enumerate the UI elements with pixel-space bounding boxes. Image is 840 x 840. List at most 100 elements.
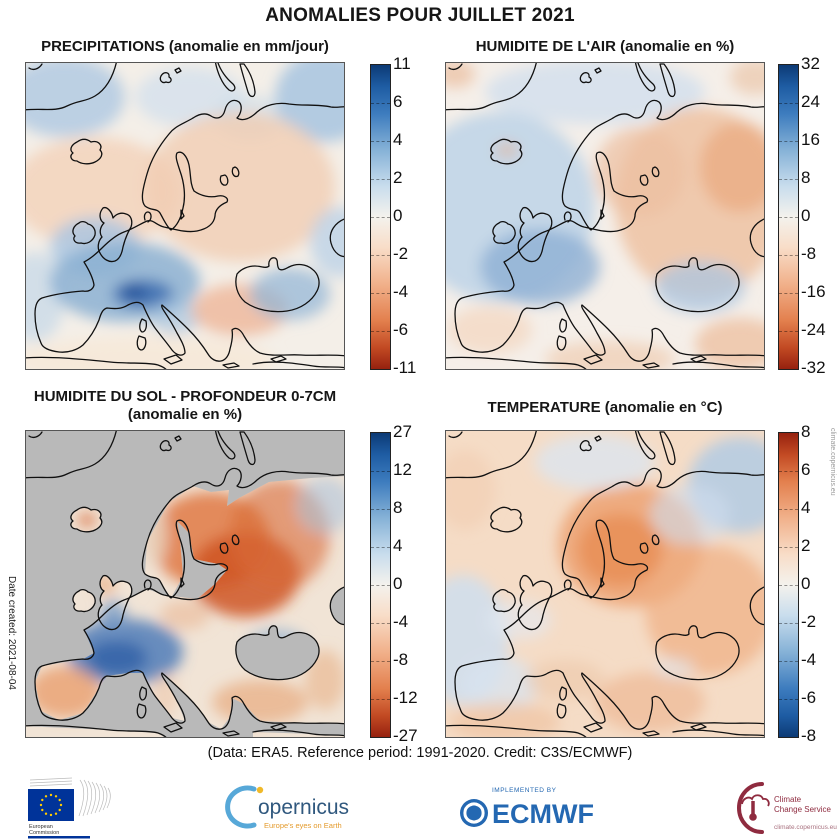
tick-label: -2: [393, 244, 409, 263]
colorbar-tick-line: [779, 331, 798, 332]
caspian-sea-mask: [330, 586, 345, 625]
tick-label: -27: [393, 726, 418, 745]
copernicus-satellite-dot-icon: [256, 786, 264, 794]
tick-label: 8: [801, 168, 811, 187]
tick-label: 12: [393, 460, 412, 479]
colorbar-tick-line: [779, 293, 798, 294]
tick-label: 8: [801, 422, 811, 441]
colorbar-tick-line: [371, 255, 390, 256]
date-created-label: Date created: 2021-08-04: [6, 576, 17, 690]
tick-label: -8: [801, 244, 817, 263]
colorbar-tick-line: [779, 547, 798, 548]
tick-label: -8: [393, 650, 409, 669]
tick-label: 24: [801, 92, 820, 111]
tick-label: -16: [801, 282, 826, 301]
tick-label: 2: [801, 536, 811, 555]
tick-label: 2: [393, 168, 403, 187]
tick-label: 4: [801, 498, 811, 517]
map-border: [25, 62, 345, 370]
map-border: [445, 430, 765, 738]
ecmwf-implemented-by: IMPLEMENTED BY: [492, 787, 557, 794]
copernicus-logo: opernicus Europe's eyes on Earth: [225, 785, 349, 830]
tick-label: 0: [801, 574, 811, 593]
map-temperature: [445, 430, 765, 738]
map-air-humidity: [445, 62, 765, 370]
colorbar-soil-moisture: [370, 432, 391, 738]
eu-logo-text-line2: Commission: [29, 830, 59, 836]
colorbar-tick-line: [779, 141, 798, 142]
colorbar-tick-line: [371, 547, 390, 548]
tick-label: 0: [801, 206, 811, 225]
tick-label: -4: [393, 282, 409, 301]
tick-label: -6: [801, 688, 817, 707]
colorbar-tick-line: [371, 293, 390, 294]
c3s-thermometer-bulb-icon: [749, 813, 757, 821]
c3s-text-line2: Change Service: [774, 805, 831, 814]
tick-label: -2: [801, 612, 817, 631]
colorbar-tick-line: [371, 623, 390, 624]
colorbar-precipitation: [370, 64, 391, 370]
panel-title-soil-moisture-line1: HUMIDITE DU SOL - PROFONDEUR 0-7CM: [33, 388, 337, 405]
colorbar-tick-line: [779, 217, 798, 218]
tick-label: 0: [393, 206, 403, 225]
tick-label: 11: [393, 54, 411, 73]
panel-title-precipitation: PRECIPITATIONS (anomalie en mm/jour): [41, 38, 329, 55]
colorbar-tick-line: [779, 103, 798, 104]
tick-label: -11: [393, 358, 417, 377]
colorbar-temperature: [778, 432, 799, 738]
colorbar-tick-line: [371, 585, 390, 586]
colorbar-labels-air-humidity: 32 24 16 8 0 -8 -16 -24 -32: [801, 54, 840, 377]
colorbar-labels-precipitation: 11 6 4 2 0 -2 -4 -6 -11: [393, 54, 439, 377]
colorbar-tick-line: [779, 623, 798, 624]
tick-label: 6: [801, 460, 811, 479]
copernicus-swoosh-icon: [225, 785, 257, 829]
tick-label: 4: [393, 536, 403, 555]
c3s-cloud-icon: [741, 794, 770, 807]
panel-title-soil-moisture-line2: (anomalie en %): [127, 406, 243, 423]
anomaly-field-air-humidity: [445, 62, 765, 370]
map-border: [445, 62, 765, 370]
colorbar-tick-line: [779, 471, 798, 472]
c3s-url: climate.copernicus.eu: [774, 824, 837, 831]
copernicus-tagline: Europe's eyes on Earth: [264, 821, 342, 830]
tick-label: -24: [801, 320, 826, 339]
tick-label: -6: [393, 320, 409, 339]
colorbar-tick-line: [779, 585, 798, 586]
colorbar-tick-line: [779, 179, 798, 180]
colorbar-tick-line: [371, 331, 390, 332]
copernicus-wordmark: opernicus: [258, 796, 349, 819]
tick-label: 8: [393, 498, 403, 517]
colorbar-tick-line: [371, 471, 390, 472]
colorbar-tick-line: [371, 661, 390, 662]
colorbar-tick-line: [371, 103, 390, 104]
tick-label: -4: [801, 650, 817, 669]
tick-label: 27: [393, 422, 412, 441]
data-credit-caption: (Data: ERA5. Reference period: 1991-2020…: [207, 745, 633, 761]
tick-label: 6: [393, 92, 403, 111]
colorbar-tick-line: [371, 699, 390, 700]
map-soil-moisture: [25, 430, 345, 738]
eu-logo-text-line1: European: [29, 824, 53, 830]
ecmwf-wordmark: ECMWF: [492, 799, 594, 829]
c3s-text-line1: Climate: [774, 795, 802, 804]
eu-flag: [28, 789, 74, 821]
map-border: [25, 430, 345, 738]
colorbar-air-humidity: [778, 64, 799, 370]
colorbar-tick-line: [371, 141, 390, 142]
anomaly-field-temperature: [445, 434, 765, 738]
climate-change-service-logo: Climate Change Service climate.copernicu…: [737, 782, 837, 834]
tick-label: 16: [801, 130, 820, 149]
colorbar-tick-line: [371, 217, 390, 218]
colorbar-tick-line: [779, 255, 798, 256]
tick-label: -32: [801, 358, 826, 377]
tick-label: 4: [393, 130, 403, 149]
black-sea-mask: [235, 625, 320, 680]
tick-label: 32: [801, 54, 820, 73]
panel-title-soil-moisture: HUMIDITE DU SOL - PROFONDEUR 0-7CM (anom…: [10, 388, 360, 424]
tick-label: -12: [393, 688, 418, 707]
colorbar-tick-line: [779, 661, 798, 662]
colorbar-tick-line: [779, 509, 798, 510]
eu-logo-underline: [28, 836, 90, 839]
panel-title-air-humidity: HUMIDITE DE L'AIR (anomalie en %): [475, 38, 735, 55]
